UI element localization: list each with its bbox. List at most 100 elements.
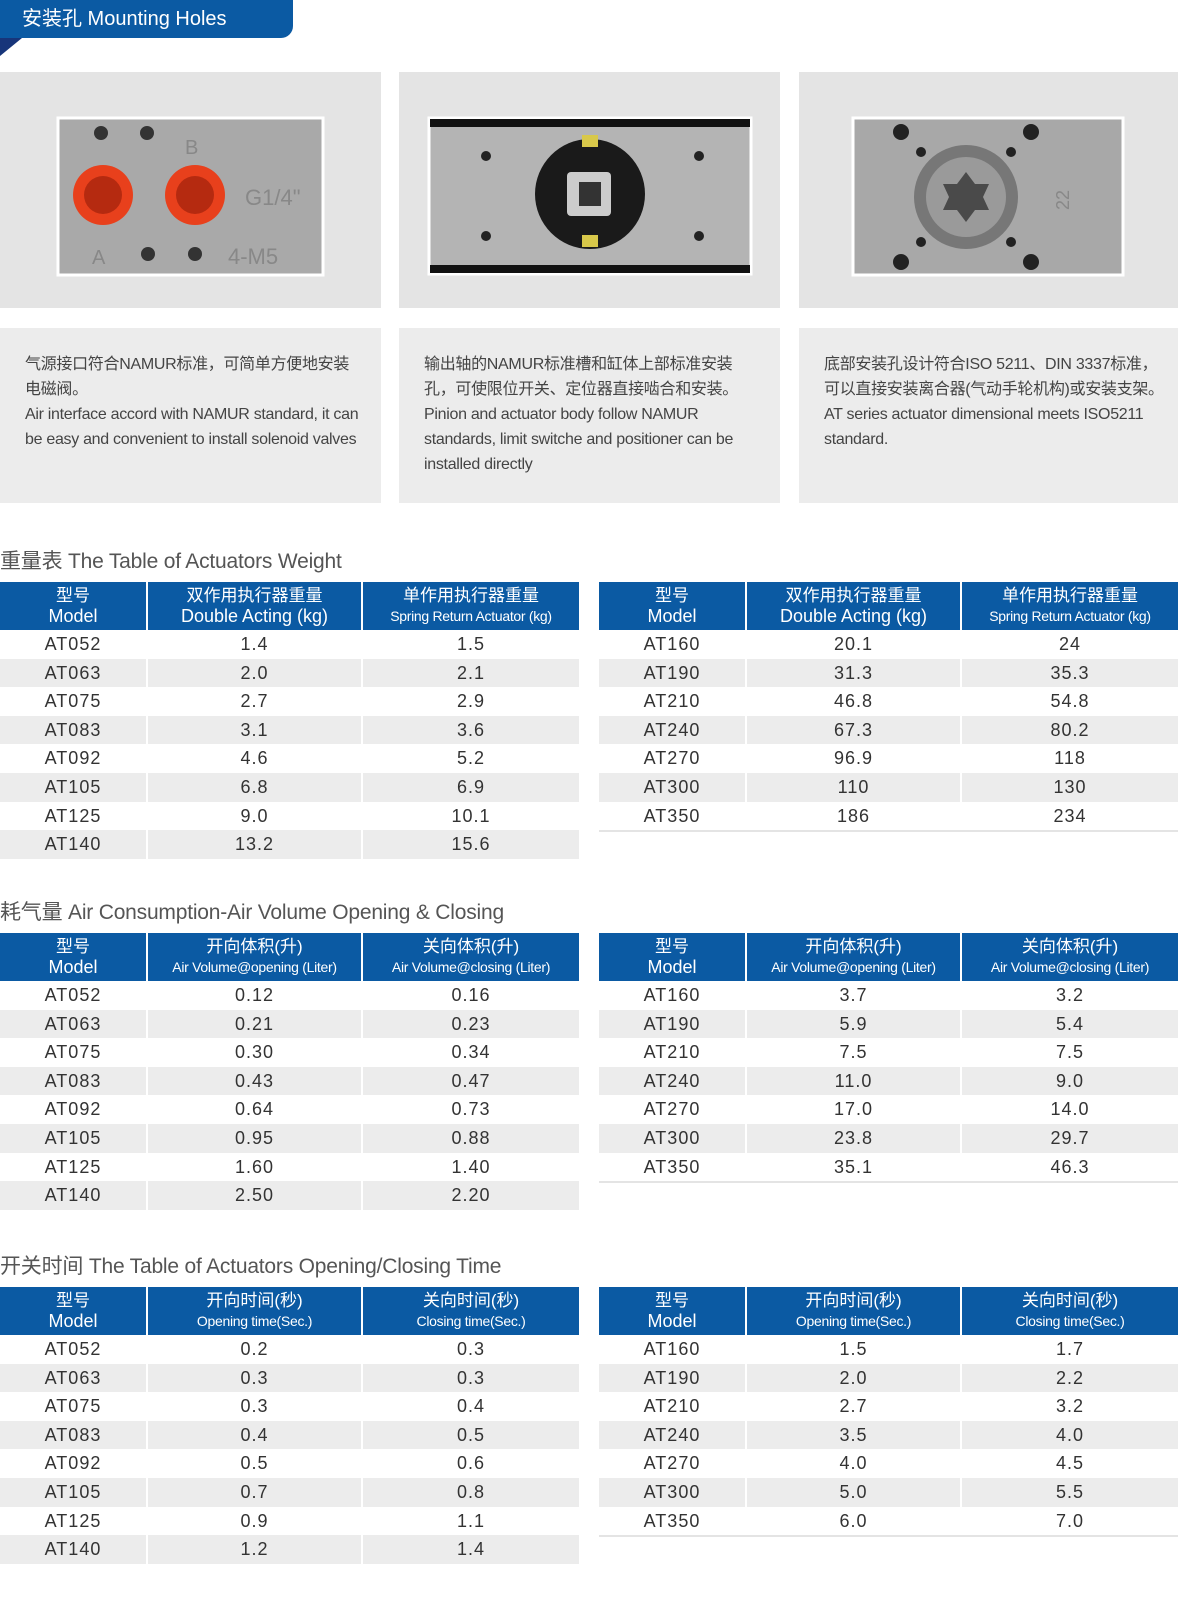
column-header-en: Double Acting (kg) [180,606,329,626]
table-row: AT052 1.4 1.5 [0,630,579,659]
value-cell: 0.3 [148,1392,363,1421]
table-row: AT300 5.0 5.5 [599,1477,1178,1507]
value-cell: 3.7 [747,981,962,1010]
value-cell: 46.8 [747,687,962,716]
value-cell: 29.7 [1050,1127,1090,1148]
section-title-weight: 重量表 The Table of Actuators Weight [0,550,342,573]
model-cell: AT270 [599,744,747,773]
column-header-zh: 型号 [655,1291,689,1310]
model-cell: AT270 [599,1095,747,1124]
table-row: AT190 31.3 35.3 [599,658,1178,688]
column-header-en: Model [647,606,697,626]
value-cell: 15.6 [451,834,491,855]
caption-air-interface: 气源接口符合NAMUR标准，可简单方便地安装电磁阀。 Air interface… [0,328,381,503]
table-row: AT160 20.1 24 [599,630,1178,659]
weight-table-right: 型号 Model 双作用执行器重量 Double Acting (kg) 单作用执行器重… [599,582,1178,833]
model-cell: AT105 [0,772,148,802]
value-cell: 2.7 [747,1392,962,1421]
column-header: 开向时间(秒) Opening time(Sec.) [148,1287,363,1335]
value-cell: 6.8 [148,772,363,802]
value-cell: 31.3 [747,658,962,688]
column-header-en: Spring Return Actuator (kg) [390,608,552,624]
air-consumption-table-left: 型号 Model 开向体积(升) Air Volume@opening (Liter)… [0,933,579,1210]
model-cell: AT052 [0,981,148,1010]
table-body: AT160 1.5 1.7 AT190 2.0 2.2 AT210 2.7 3.2 AT240 3.… [599,1335,1178,1538]
column-header-en: Air Volume@opening (Liter) [771,959,936,975]
column-header-zh: 开向时间(秒) [206,1291,303,1310]
table-row: AT083 3.1 3.6 [0,715,579,745]
model-cell: AT125 [0,1506,148,1536]
value-cell: 4.0 [1055,1424,1085,1445]
value-cell: 0.23 [451,1013,491,1034]
base-marking: 22 [1053,190,1073,210]
air-consumption-table-right: 型号 Model 开向体积(升) Air Volume@opening (Liter)… [599,933,1178,1184]
banner-tail-decoration [0,38,22,56]
column-header-zh: 型号 [56,937,90,956]
section-title-air-consumption: 耗气量 Air Consumption-Air Volume Opening &… [0,901,504,924]
column-header: 型号 Model [599,582,747,630]
model-cell: AT092 [0,1095,148,1124]
model-cell: AT350 [599,1152,747,1182]
column-header: 开向体积(升) Air Volume@opening (Liter) [148,933,363,981]
model-cell: AT140 [0,830,148,859]
column-header-en: Model [48,1311,98,1331]
column-header: 双作用执行器重量 Double Acting (kg) [747,582,962,630]
model-cell: AT240 [599,715,747,745]
value-cell: 1.5 [747,1335,962,1364]
column-header-zh: 型号 [655,586,689,605]
value-cell: 4.5 [1055,1453,1085,1474]
port-label-g14: G1/4" [245,185,301,210]
port-label-b: B [185,137,198,159]
table-row: AT160 3.7 3.2 [599,981,1178,1010]
value-cell: 2.1 [456,662,486,683]
value-cell: 0.64 [148,1095,363,1124]
model-cell: AT083 [0,1066,148,1096]
column-header-en: Opening time(Sec.) [196,1313,313,1329]
section-banner: 安装孔 Mounting Holes [0,0,293,38]
column-header: 开向体积(升) Air Volume@opening (Liter) [747,933,962,981]
opening-closing-time-table-right: 型号 Model 开向时间(秒) Opening time(Sec.) 关向时间(秒) C… [599,1287,1178,1538]
column-header-zh: 关向时间(秒) [422,1291,520,1310]
value-cell: 1.4 [456,1539,486,1560]
value-cell: 1.2 [148,1535,363,1564]
table-header: 型号 Model 开向时间(秒) Opening time(Sec.) 关向时间(秒) C… [0,1287,579,1335]
value-cell: 2.20 [451,1185,491,1206]
model-cell: AT083 [0,715,148,745]
value-cell: 4.6 [148,744,363,773]
value-cell: 0.2 [148,1335,363,1364]
model-cell: AT160 [599,981,747,1010]
table-row: AT350 35.1 46.3 [599,1152,1178,1182]
value-cell: 0.30 [148,1038,363,1067]
model-cell: AT190 [599,1363,747,1393]
table-body: AT052 0.12 0.16 AT063 0.21 0.23 AT075 0.30 0.34 A… [0,981,579,1210]
column-header-en: Closing time(Sec.) [416,1313,526,1329]
value-cell: 24 [1058,634,1082,654]
table-row: AT300 110 130 [599,772,1178,802]
value-cell: 0.43 [148,1066,363,1096]
model-cell: AT052 [0,630,148,659]
value-cell: 0.3 [148,1363,363,1393]
table-header: 型号 Model 开向体积(升) Air Volume@opening (Liter)… [599,933,1178,981]
value-cell: 0.47 [451,1070,491,1091]
model-cell: AT140 [0,1181,148,1210]
column-header-en: Closing time(Sec.) [1015,1313,1125,1329]
column-header: 单作用执行器重量 Spring Return Actuator (kg) [363,582,579,630]
value-cell: 1.5 [456,634,486,654]
value-cell: 2.9 [456,691,486,712]
model-cell: AT210 [599,1038,747,1067]
port-label-a: A [92,247,106,269]
model-cell: AT125 [0,1152,148,1182]
value-cell: 2.50 [148,1181,363,1210]
column-header-zh: 开向时间(秒) [805,1291,902,1310]
value-cell: 186 [747,801,962,831]
column-header: 型号 Model [599,1287,747,1335]
value-cell: 13.2 [148,830,363,859]
table-row: AT105 0.95 0.88 [0,1123,579,1153]
table-row: AT125 9.0 10.1 [0,801,579,831]
value-cell: 7.0 [1055,1510,1085,1531]
value-cell: 67.3 [747,715,962,745]
value-cell: 14.0 [1050,1099,1090,1120]
value-cell: 3.1 [148,715,363,745]
value-cell: 0.16 [451,985,491,1005]
column-header: 型号 Model [0,1287,148,1335]
